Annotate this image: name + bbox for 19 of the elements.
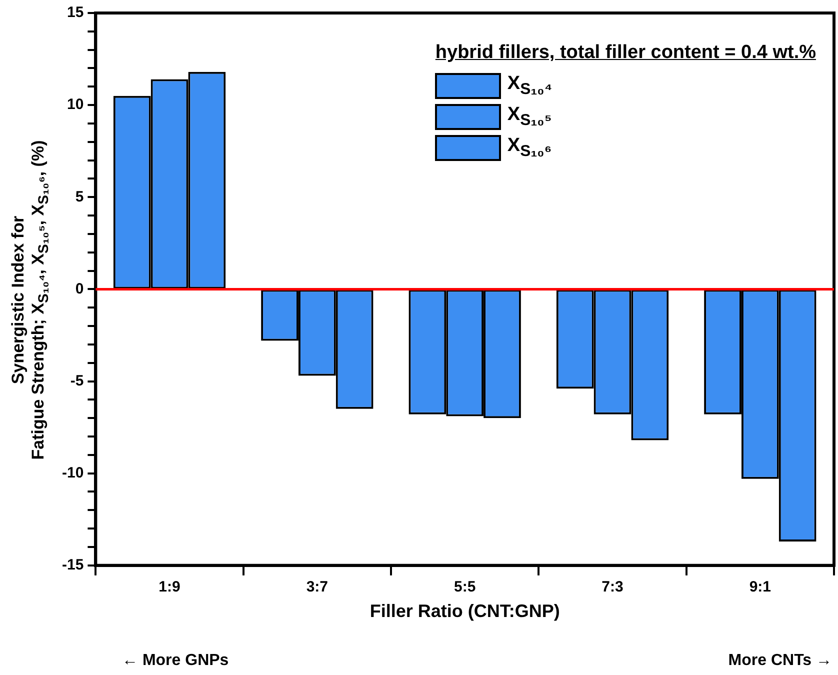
- x-tick-label: 9:1: [749, 578, 772, 596]
- legend-title: hybrid fillers, total filler content = 0.4 wt.%: [435, 42, 816, 64]
- text: ← More GNPs: [122, 652, 229, 670]
- legend-label: X$_{S₁₀⁶}$: [507, 134, 552, 160]
- x-axis-title: Filler Ratio (CNT:GNP): [370, 601, 560, 622]
- y-tick-label: -15: [62, 556, 84, 574]
- y-tick-label: 0: [75, 280, 84, 298]
- x-tick-label: 7:3: [602, 578, 624, 596]
- x-tick-label: 5:5: [454, 578, 476, 596]
- y-tick-label: -5: [70, 372, 84, 390]
- text: More CNTs →: [728, 652, 832, 670]
- y-tick-label: 15: [66, 4, 84, 22]
- y-tick-label: 10: [66, 96, 84, 114]
- x-tick-label: 1:9: [158, 578, 180, 596]
- y-tick-label: -10: [62, 464, 84, 482]
- y-tick-label: 5: [75, 188, 84, 206]
- legend-label: X$_{S₁₀⁵}$: [507, 104, 552, 130]
- x-tick-label: 3:7: [306, 578, 328, 596]
- legend-label: X$_{S₁₀⁴}$: [507, 72, 552, 98]
